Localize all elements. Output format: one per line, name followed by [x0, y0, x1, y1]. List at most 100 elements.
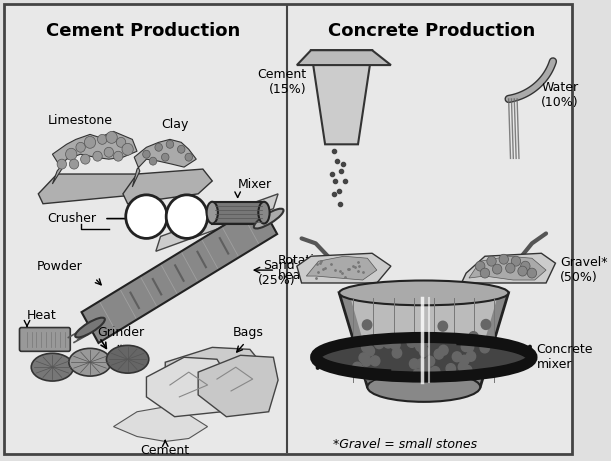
Circle shape: [438, 321, 447, 331]
Circle shape: [375, 339, 384, 349]
Circle shape: [446, 364, 455, 373]
Text: Powder: Powder: [37, 260, 82, 272]
Text: Sand
(25%): Sand (25%): [257, 259, 295, 287]
Ellipse shape: [320, 340, 527, 375]
Circle shape: [126, 195, 167, 238]
Circle shape: [418, 369, 427, 379]
Circle shape: [415, 342, 425, 351]
Circle shape: [65, 148, 77, 160]
Text: Cement
(15%): Cement (15%): [257, 68, 306, 96]
Polygon shape: [311, 50, 372, 144]
Circle shape: [511, 256, 521, 266]
Text: Mixer: Mixer: [238, 178, 272, 191]
Circle shape: [413, 369, 422, 379]
Polygon shape: [53, 131, 137, 184]
Text: Heat: Heat: [27, 309, 57, 322]
Text: Water
(10%): Water (10%): [541, 81, 579, 109]
Circle shape: [521, 261, 530, 271]
Circle shape: [527, 268, 536, 278]
Ellipse shape: [106, 345, 149, 373]
Circle shape: [362, 342, 371, 352]
Polygon shape: [351, 298, 497, 382]
Circle shape: [420, 347, 429, 356]
Ellipse shape: [254, 209, 284, 229]
Polygon shape: [114, 407, 208, 442]
Circle shape: [518, 266, 527, 276]
Text: Grinder: Grinder: [98, 326, 145, 339]
Circle shape: [499, 254, 508, 264]
Polygon shape: [297, 253, 391, 283]
Circle shape: [365, 371, 375, 381]
Circle shape: [492, 264, 502, 274]
Ellipse shape: [367, 372, 480, 402]
Ellipse shape: [69, 349, 111, 376]
Polygon shape: [339, 293, 508, 387]
Circle shape: [143, 150, 150, 158]
Ellipse shape: [207, 202, 218, 224]
Polygon shape: [297, 50, 391, 65]
Circle shape: [360, 336, 370, 346]
Text: *Gravel = small stones: *Gravel = small stones: [333, 438, 477, 451]
Polygon shape: [212, 202, 264, 224]
Circle shape: [384, 338, 393, 348]
Circle shape: [425, 356, 434, 366]
Circle shape: [419, 337, 428, 348]
Circle shape: [506, 263, 515, 273]
Circle shape: [469, 331, 478, 342]
Polygon shape: [133, 139, 196, 187]
Circle shape: [93, 151, 102, 161]
Text: Crusher: Crusher: [48, 212, 97, 225]
Circle shape: [57, 159, 67, 169]
Circle shape: [459, 355, 469, 365]
Circle shape: [464, 342, 474, 352]
Circle shape: [390, 340, 400, 350]
Text: Concrete
mixer: Concrete mixer: [536, 343, 593, 371]
Circle shape: [475, 261, 485, 271]
Circle shape: [185, 153, 192, 161]
Circle shape: [76, 142, 86, 152]
Text: Cement: Cement: [141, 444, 190, 457]
Ellipse shape: [31, 353, 73, 381]
Text: Cement Production: Cement Production: [46, 23, 241, 41]
FancyBboxPatch shape: [4, 4, 573, 455]
Circle shape: [392, 348, 401, 358]
Circle shape: [360, 354, 370, 363]
Circle shape: [458, 362, 467, 372]
Polygon shape: [469, 256, 546, 280]
Circle shape: [114, 151, 123, 161]
Circle shape: [439, 345, 448, 355]
Circle shape: [487, 256, 496, 266]
Circle shape: [166, 195, 208, 238]
FancyBboxPatch shape: [20, 328, 70, 351]
Circle shape: [149, 157, 157, 165]
Circle shape: [98, 135, 107, 144]
Circle shape: [177, 145, 185, 153]
Ellipse shape: [258, 202, 269, 224]
Polygon shape: [38, 174, 165, 204]
Polygon shape: [198, 355, 278, 417]
Circle shape: [84, 136, 96, 148]
Circle shape: [480, 268, 489, 278]
Polygon shape: [461, 253, 555, 283]
Polygon shape: [81, 203, 277, 343]
Ellipse shape: [339, 280, 508, 305]
Polygon shape: [123, 169, 212, 204]
Text: Clay: Clay: [161, 118, 188, 131]
Circle shape: [353, 362, 362, 372]
Circle shape: [466, 351, 475, 361]
Circle shape: [362, 320, 371, 330]
Circle shape: [161, 153, 169, 161]
Circle shape: [409, 359, 419, 369]
Circle shape: [69, 159, 79, 169]
Circle shape: [452, 352, 462, 362]
Circle shape: [362, 356, 371, 366]
Circle shape: [359, 353, 368, 363]
Circle shape: [421, 364, 430, 374]
Text: Concrete Production: Concrete Production: [327, 23, 535, 41]
Circle shape: [417, 359, 426, 369]
Circle shape: [357, 366, 366, 376]
Text: Bags: Bags: [233, 326, 263, 339]
Circle shape: [155, 143, 163, 151]
Circle shape: [461, 342, 470, 352]
Text: Rotating
heater: Rotating heater: [278, 254, 331, 282]
